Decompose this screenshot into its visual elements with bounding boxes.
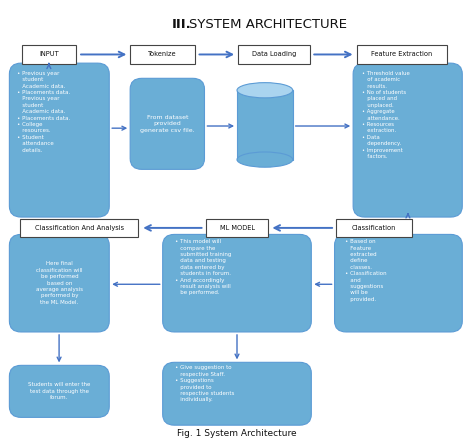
FancyBboxPatch shape: [163, 363, 311, 425]
Text: SYSTEM ARCHITECTURE: SYSTEM ARCHITECTURE: [172, 17, 347, 30]
Ellipse shape: [237, 152, 293, 167]
FancyBboxPatch shape: [336, 219, 412, 236]
FancyBboxPatch shape: [20, 219, 138, 236]
Text: Students will enter the
test data through the
forum.: Students will enter the test data throug…: [28, 383, 91, 400]
Ellipse shape: [237, 83, 293, 98]
FancyBboxPatch shape: [353, 63, 462, 217]
Text: Here final
classification will
be performed
based on
average analysis
performed : Here final classification will be perfor…: [36, 261, 83, 305]
FancyBboxPatch shape: [238, 45, 310, 63]
FancyBboxPatch shape: [356, 45, 447, 63]
Text: Fig. 1 System Architecture: Fig. 1 System Architecture: [177, 430, 297, 439]
Text: • Previous year
   student
   Academic data.
• Placements data.
   Previous year: • Previous year student Academic data. •…: [18, 71, 71, 152]
Text: • Give suggestion to
   respective Staff.
• Suggestions
   provided to
   respec: • Give suggestion to respective Staff. •…: [174, 366, 234, 402]
Text: Classification: Classification: [352, 225, 396, 231]
FancyBboxPatch shape: [9, 63, 109, 217]
Text: • Threshold value
   of academic
   results.
• No of students
   placed and
   u: • Threshold value of academic results. •…: [362, 71, 410, 159]
FancyBboxPatch shape: [130, 78, 204, 169]
Text: INPUT: INPUT: [39, 51, 59, 58]
Text: Classification And Analysis: Classification And Analysis: [35, 225, 124, 231]
Text: ML MODEL: ML MODEL: [219, 225, 255, 231]
Text: From dataset
provided
generate csv file.: From dataset provided generate csv file.: [140, 115, 195, 133]
FancyBboxPatch shape: [9, 234, 109, 332]
Text: Feature Extraction: Feature Extraction: [371, 51, 433, 58]
Text: III.: III.: [172, 17, 191, 30]
Bar: [237, 90, 293, 160]
FancyBboxPatch shape: [206, 219, 268, 236]
Text: • Based on
   Feature
   extracted
   define
   classes.
• Classification
   and: • Based on Feature extracted define clas…: [345, 239, 386, 302]
Text: Data Loading: Data Loading: [252, 51, 296, 58]
Text: • This model will
   compare the
   submitted training
   data and testing
   da: • This model will compare the submitted …: [174, 239, 231, 295]
Text: Tokenize: Tokenize: [148, 51, 177, 58]
FancyBboxPatch shape: [22, 45, 75, 63]
FancyBboxPatch shape: [130, 45, 195, 63]
FancyBboxPatch shape: [163, 234, 311, 332]
FancyBboxPatch shape: [9, 365, 109, 417]
FancyBboxPatch shape: [335, 234, 462, 332]
